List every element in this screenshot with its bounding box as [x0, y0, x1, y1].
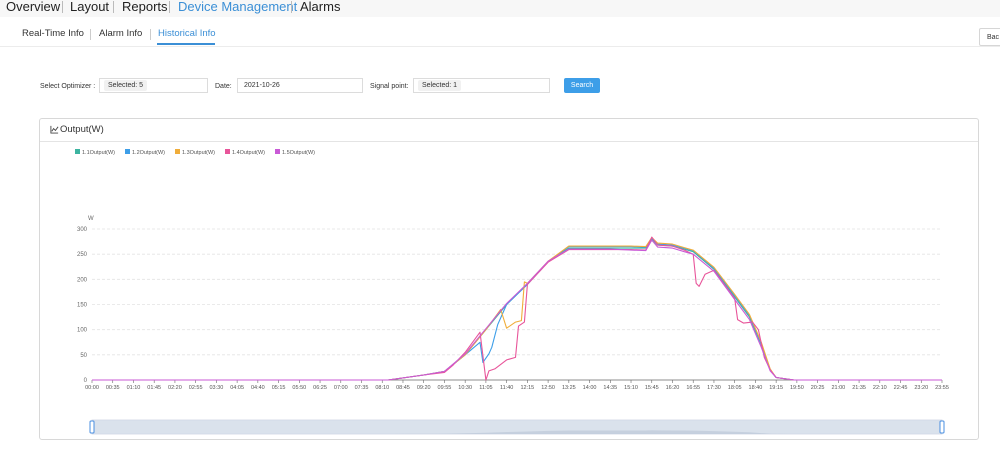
signal-selected-chip: Selected: 1 — [418, 80, 462, 91]
optimizer-label: Select Optimizer : — [40, 83, 96, 90]
tab-real-time-info[interactable]: Real-Time Info — [22, 28, 84, 39]
active-tab-indicator — [157, 43, 215, 45]
sub-tabs: Real-Time Info Alarm Info Historical Inf… — [0, 20, 1000, 47]
signal-point-select[interactable]: Selected: 1 — [413, 78, 550, 93]
output-chart-panel: Output(W) — [39, 118, 979, 440]
nav-item-layout[interactable]: Layout — [70, 0, 110, 14]
tab-alarm-info[interactable]: Alarm Info — [99, 28, 143, 39]
panel-header: Output(W) — [40, 119, 978, 142]
nav-divider — [169, 1, 170, 13]
search-button[interactable]: Search — [564, 78, 600, 93]
date-label: Date: — [215, 83, 232, 90]
line-chart-icon — [50, 125, 59, 134]
tab-divider — [90, 29, 91, 40]
tab-divider — [150, 29, 151, 40]
back-button[interactable]: Bac — [979, 28, 1000, 46]
nav-divider — [291, 1, 292, 13]
nav-item-device-management[interactable]: Device Management — [178, 0, 298, 14]
nav-item-reports[interactable]: Reports — [122, 0, 168, 14]
signal-point-label: Signal point: — [370, 83, 409, 90]
nav-item-alarms[interactable]: Alarms — [300, 0, 341, 14]
tab-historical-info[interactable]: Historical Info — [158, 28, 216, 39]
date-input[interactable]: 2021-10-26 — [237, 78, 363, 93]
nav-divider — [62, 1, 63, 13]
nav-divider — [113, 1, 114, 13]
optimizer-select[interactable]: Selected: 5 — [99, 78, 208, 93]
nav-item-overview[interactable]: Overview — [6, 0, 61, 14]
top-nav: Overview Layout Reports Device Managemen… — [0, 0, 1000, 17]
panel-title: Output(W) — [60, 124, 104, 135]
optimizer-selected-chip: Selected: 5 — [104, 80, 148, 91]
